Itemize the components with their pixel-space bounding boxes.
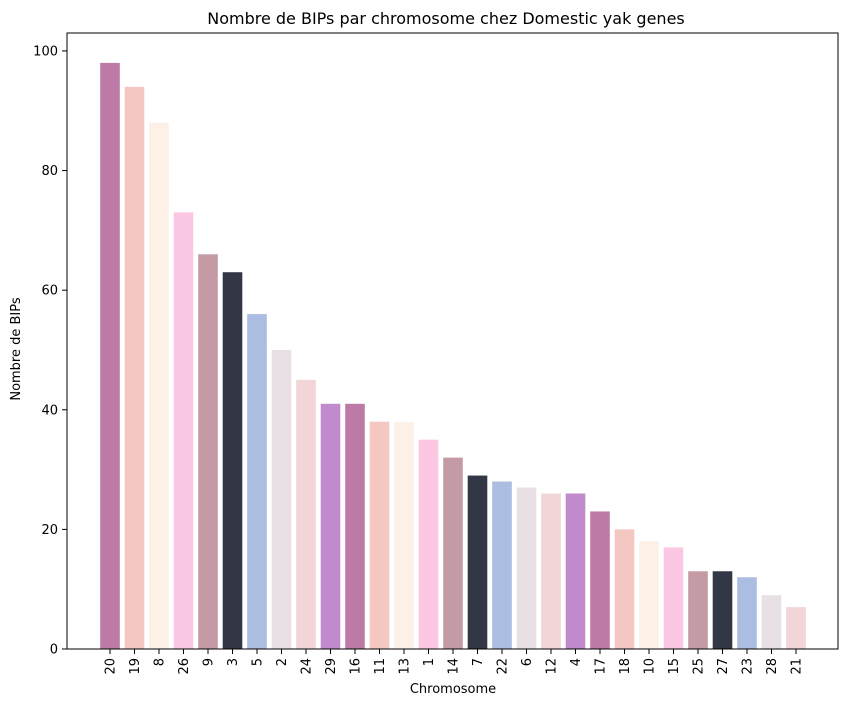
x-tick-label: 23 <box>741 658 756 675</box>
bar-chromosome-24 <box>296 379 316 649</box>
bar-chromosome-12 <box>541 493 561 649</box>
bar-chromosome-8 <box>149 122 169 649</box>
x-tick-label: 21 <box>790 658 805 675</box>
bar-chromosome-22 <box>492 481 512 649</box>
x-tick-label: 7 <box>471 658 486 666</box>
y-axis-title: Nombre de BIPs <box>9 297 24 401</box>
x-tick-label: 4 <box>569 658 584 666</box>
bar-chromosome-15 <box>663 547 684 649</box>
x-tick-label: 28 <box>765 658 780 675</box>
y-tick-label: 20 <box>41 523 58 538</box>
x-tick-label: 25 <box>692 658 707 675</box>
bar-chromosome-23 <box>737 577 757 649</box>
bar-chromosome-17 <box>590 511 610 649</box>
bar-chromosome-11 <box>369 421 390 649</box>
bar-chromosome-20 <box>100 62 120 650</box>
bar-chromosome-3 <box>222 272 243 649</box>
x-axis: 20 19 8 26 9 3 5 2 24 29 16 11 13 1 14 7 22 6 12 4 17 18 10 15 2… <box>104 649 805 675</box>
y-tick-label: 80 <box>41 164 58 179</box>
x-tick-label: 17 <box>594 658 609 675</box>
bar-chromosome-9 <box>198 254 218 649</box>
bar-chromosome-7 <box>467 475 488 649</box>
x-tick-label: 8 <box>153 658 168 666</box>
x-tick-label: 6 <box>520 658 535 666</box>
bar-chromosome-2 <box>271 349 292 649</box>
y-axis: 0 20 40 60 80 100 <box>33 44 67 658</box>
bar-chromosome-28 <box>761 595 782 649</box>
y-tick-label: 0 <box>50 643 58 658</box>
x-tick-label: 29 <box>324 658 339 675</box>
bar-chromosome-14 <box>443 457 463 649</box>
bar-chromosome-29 <box>320 403 341 649</box>
x-tick-label: 9 <box>202 658 217 666</box>
x-tick-label: 26 <box>177 658 192 675</box>
bar-chromosome-19 <box>124 86 145 649</box>
bar-chromosome-4 <box>565 493 586 649</box>
bar-chromosome-26 <box>173 212 194 649</box>
y-tick-label: 40 <box>41 403 58 418</box>
x-tick-label: 20 <box>104 658 119 675</box>
y-tick-label: 100 <box>33 44 58 59</box>
chart-title: Nombre de BIPs par chromosome chez Domes… <box>207 9 685 28</box>
x-tick-label: 12 <box>545 658 560 675</box>
x-tick-label: 19 <box>128 658 143 675</box>
x-tick-label: 5 <box>251 658 266 666</box>
x-tick-label: 3 <box>226 658 241 666</box>
bar-chromosome-25 <box>688 571 708 649</box>
bar-chromosome-1 <box>418 439 439 649</box>
plot-area <box>100 62 806 650</box>
x-tick-label: 27 <box>716 658 731 675</box>
x-tick-label: 18 <box>618 658 633 675</box>
y-tick-label: 60 <box>41 284 58 299</box>
x-tick-label: 22 <box>496 658 511 675</box>
bar-chromosome-6 <box>516 487 537 649</box>
x-tick-label: 14 <box>447 658 462 675</box>
bar-chromosome-5 <box>247 314 267 649</box>
bar-chromosome-16 <box>345 403 365 649</box>
x-tick-label: 11 <box>373 658 388 675</box>
x-tick-label: 15 <box>667 658 682 675</box>
x-tick-label: 16 <box>349 658 364 675</box>
x-tick-label: 13 <box>398 658 413 675</box>
bar-chromosome-13 <box>394 421 414 649</box>
x-tick-label: 2 <box>275 658 290 666</box>
x-tick-label: 1 <box>422 658 437 666</box>
bar-chromosome-10 <box>639 541 659 649</box>
x-tick-label: 10 <box>643 658 658 675</box>
x-tick-label: 24 <box>300 658 315 675</box>
bar-chromosome-18 <box>614 529 635 649</box>
x-axis-title: Chromosome <box>410 682 496 697</box>
bar-chromosome-21 <box>786 607 806 649</box>
bar-chromosome-27 <box>712 571 733 649</box>
